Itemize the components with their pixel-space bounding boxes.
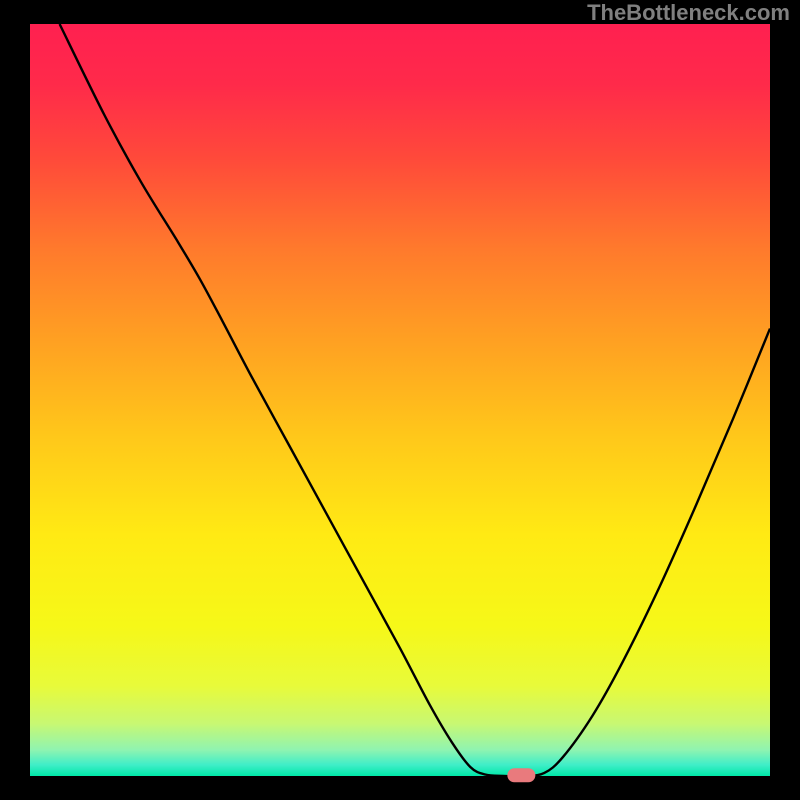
chart-stage: TheBottleneck.com [0,0,800,800]
plot-background-gradient [30,24,770,776]
watermark-text: TheBottleneck.com [587,0,790,26]
bottleneck-chart [0,0,800,800]
optimum-marker [507,768,535,782]
